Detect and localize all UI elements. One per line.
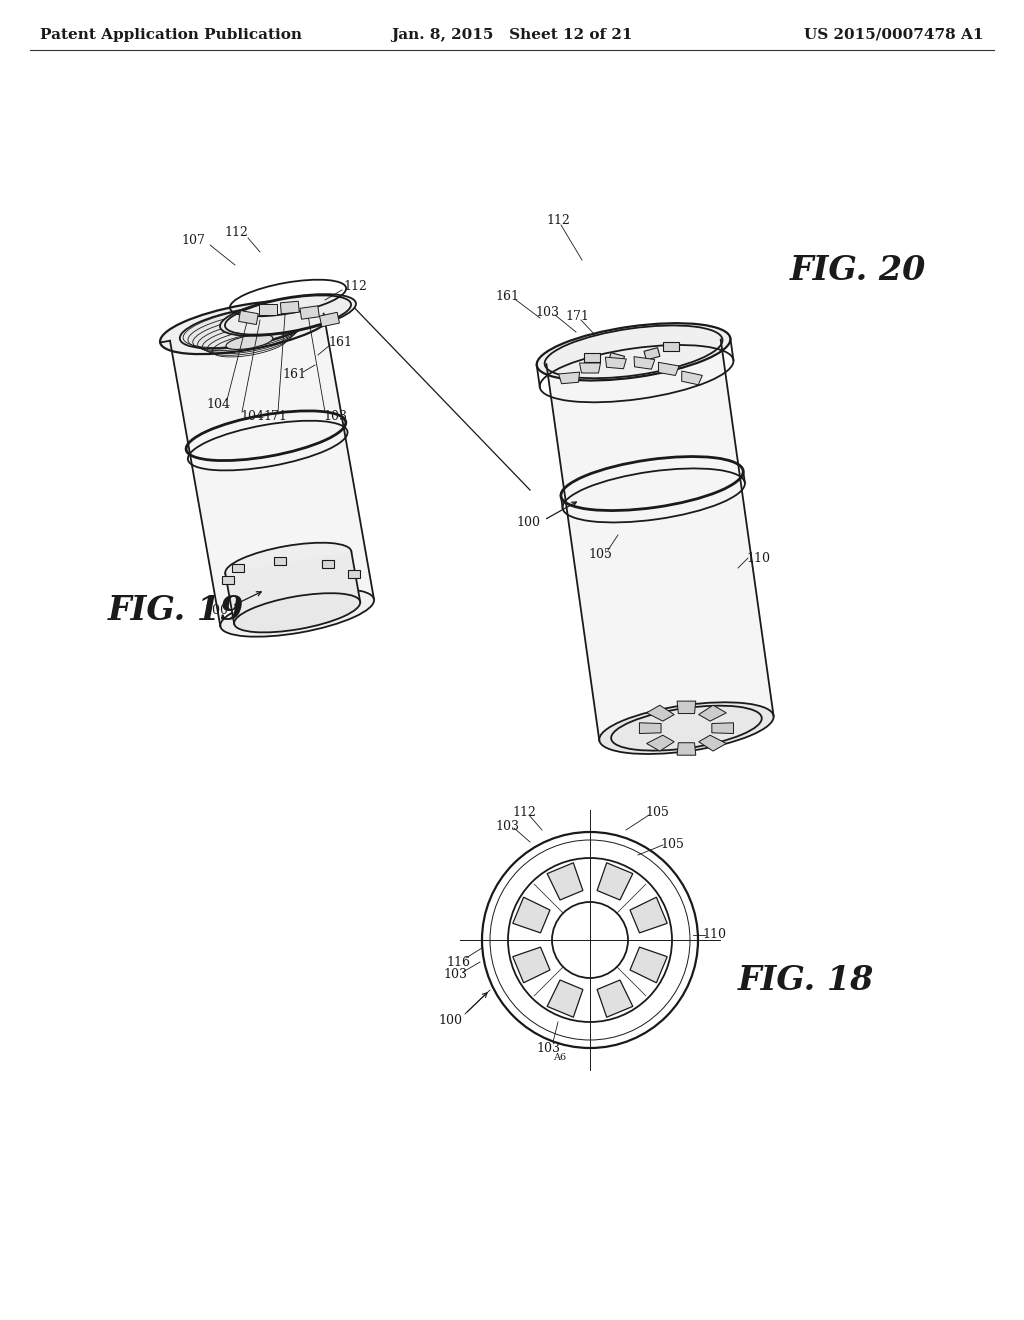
Polygon shape [682,371,702,384]
Polygon shape [630,948,668,983]
Polygon shape [232,564,245,572]
Ellipse shape [220,294,356,335]
Text: FIG. 18: FIG. 18 [738,964,874,997]
Ellipse shape [225,543,351,582]
Polygon shape [281,301,299,314]
Text: 103: 103 [536,1041,560,1055]
Polygon shape [222,576,233,583]
Polygon shape [646,735,674,751]
Text: 103: 103 [535,305,559,318]
Text: 116: 116 [446,956,470,969]
Polygon shape [646,705,674,721]
Polygon shape [630,898,668,933]
Text: A6: A6 [553,1053,566,1063]
Ellipse shape [545,326,723,379]
Polygon shape [225,552,360,624]
Text: FIG. 19: FIG. 19 [108,594,245,627]
Polygon shape [547,863,583,900]
Text: 171: 171 [565,310,589,323]
Polygon shape [712,723,733,734]
Polygon shape [634,356,654,370]
Polygon shape [547,979,583,1018]
Text: 107: 107 [181,234,205,247]
Text: 100: 100 [204,603,228,616]
Text: 104: 104 [206,397,230,411]
Text: 112: 112 [224,227,248,239]
Text: Patent Application Publication: Patent Application Publication [40,28,302,42]
Text: FIG. 20: FIG. 20 [790,253,927,286]
Polygon shape [547,339,773,741]
Text: 171: 171 [263,409,287,422]
Polygon shape [170,314,374,627]
Polygon shape [239,310,258,325]
Polygon shape [513,898,550,933]
Text: US 2015/0007478 A1: US 2015/0007478 A1 [805,28,984,42]
Text: 103: 103 [323,409,347,422]
Text: 105: 105 [588,548,612,561]
Polygon shape [698,735,726,751]
Polygon shape [597,979,633,1018]
Ellipse shape [537,323,730,380]
Text: 110: 110 [702,928,726,941]
Polygon shape [300,306,319,319]
Polygon shape [580,363,600,374]
Text: 161: 161 [282,367,306,380]
Ellipse shape [234,593,360,632]
Polygon shape [664,342,679,351]
Polygon shape [605,358,627,368]
Ellipse shape [160,300,334,354]
Text: 100: 100 [516,516,540,529]
Polygon shape [677,743,695,755]
Text: 100: 100 [438,1014,462,1027]
Polygon shape [513,948,550,983]
Text: 105: 105 [660,838,684,851]
Polygon shape [658,362,679,375]
Text: 112: 112 [512,805,536,818]
Text: 161: 161 [495,290,519,304]
Text: 103: 103 [495,820,519,833]
Ellipse shape [226,334,272,350]
Polygon shape [559,372,580,384]
Polygon shape [644,347,659,360]
Polygon shape [348,570,359,578]
Ellipse shape [599,702,774,754]
Text: 112: 112 [546,214,570,227]
Text: 104: 104 [240,409,264,422]
Ellipse shape [220,589,374,636]
Polygon shape [259,304,278,315]
Ellipse shape [180,306,314,348]
Text: 110: 110 [746,552,770,565]
Text: 161: 161 [328,335,352,348]
Polygon shape [698,705,726,721]
Polygon shape [677,701,695,714]
Polygon shape [273,557,286,565]
Polygon shape [608,352,625,366]
Polygon shape [322,560,334,568]
Text: 105: 105 [645,807,669,820]
Polygon shape [584,352,600,362]
Polygon shape [639,723,662,734]
Polygon shape [597,863,633,900]
Text: Jan. 8, 2015   Sheet 12 of 21: Jan. 8, 2015 Sheet 12 of 21 [391,28,633,42]
Text: 112: 112 [343,281,367,293]
Polygon shape [319,313,339,327]
Text: 103: 103 [443,969,467,982]
